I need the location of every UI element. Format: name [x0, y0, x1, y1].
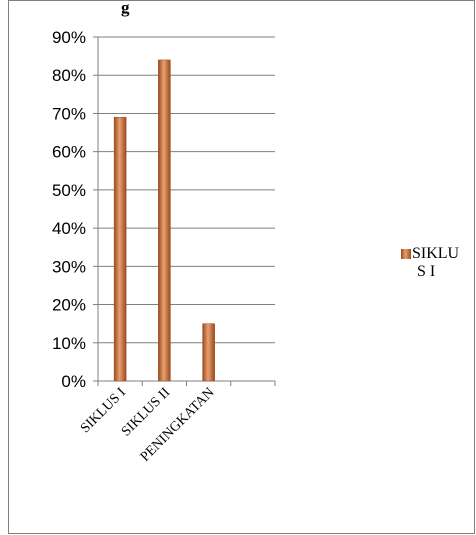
bar-siklus-i — [113, 117, 127, 382]
bar-peningkatan — [202, 323, 215, 382]
y-tick-label: 70% — [52, 104, 86, 123]
y-tick-label: 0% — [61, 372, 86, 391]
bars — [113, 59, 215, 382]
gridlines — [98, 36, 275, 344]
bar-siklus-ii — [158, 59, 171, 382]
legend: SIKLU S I — [401, 245, 460, 280]
chart-frame — [8, 0, 475, 534]
y-tick-label: 90% — [52, 28, 86, 47]
y-tick-label: 30% — [52, 257, 86, 276]
axes — [93, 36, 276, 386]
y-tick-label: 40% — [52, 219, 86, 238]
legend-label-line-2: S I — [417, 263, 435, 280]
y-tick-label: 50% — [52, 181, 86, 200]
legend-label-line-1: SIKLU — [412, 245, 460, 262]
y-tick-label: 20% — [52, 296, 86, 315]
legend-swatch — [401, 249, 411, 259]
y-tick-label: 10% — [52, 334, 86, 353]
chart-title-fragment: g — [121, 0, 130, 17]
y-tick-label: 60% — [52, 143, 86, 162]
y-tick-labels: 0% 10% 20% 30% 40% 50% 60% 70% 80% 90% — [52, 28, 86, 391]
y-tick-label: 80% — [52, 66, 86, 85]
